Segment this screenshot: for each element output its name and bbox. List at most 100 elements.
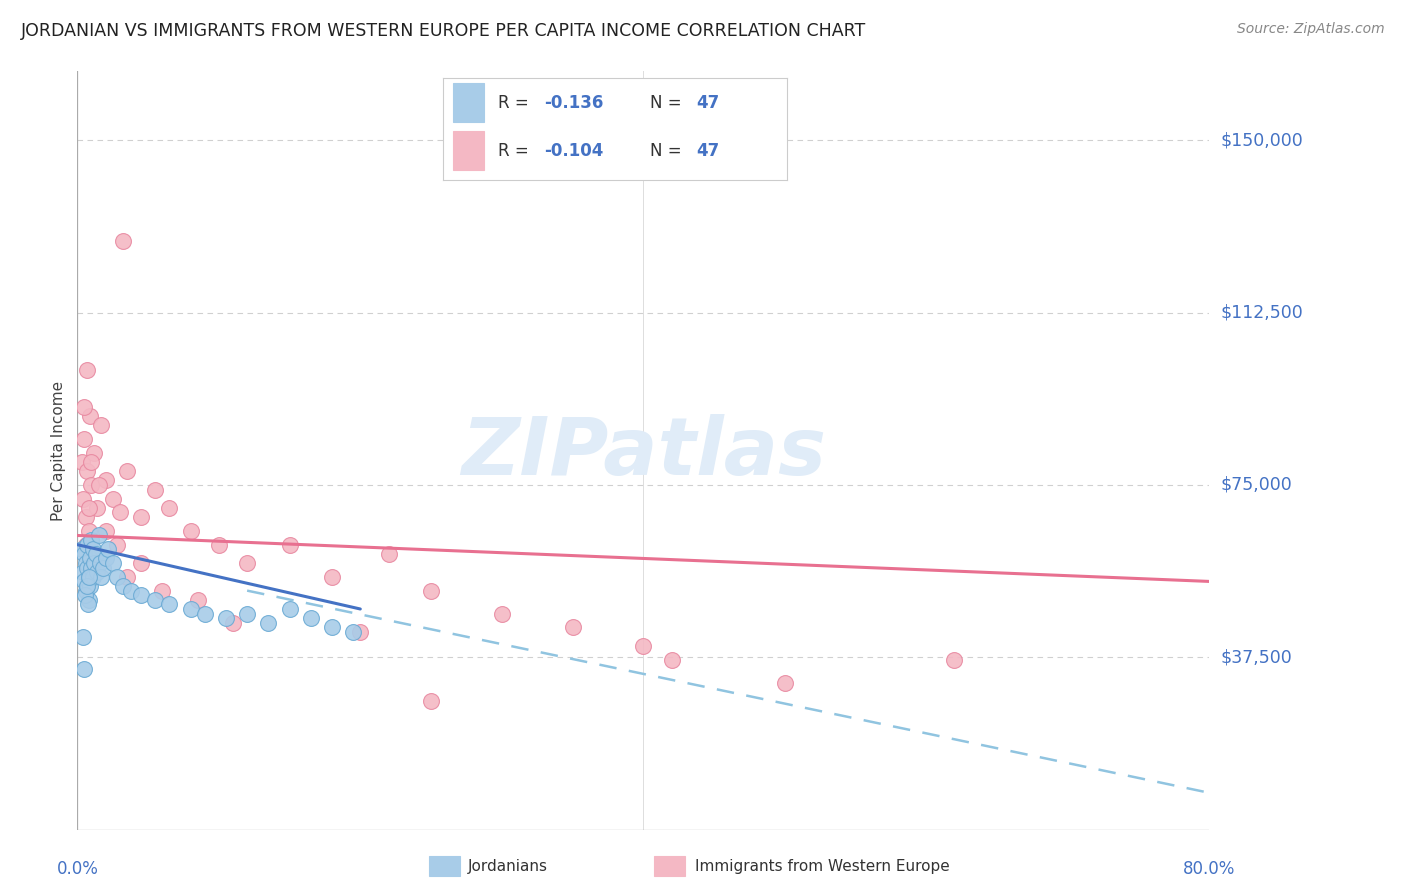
Point (633, 639, 655, 653)
Point (75, 510, 97, 524)
Point (76, 538, 98, 552)
Point (80, 560, 103, 574)
Point (77, 598, 100, 612)
Text: 80.0%: 80.0% (1182, 860, 1236, 878)
Point (73, 574, 96, 589)
Point (257, 615, 280, 630)
Point (75, 538, 97, 552)
Point (180, 524, 202, 538)
Point (129, 510, 152, 524)
Point (80, 533, 103, 547)
Point (377, 547, 399, 561)
Point (342, 624, 364, 639)
Point (73, 662, 96, 676)
Point (76, 560, 98, 574)
Point (84, 547, 107, 561)
Point (101, 556, 124, 570)
Point (420, 694, 443, 708)
Point (79, 579, 101, 593)
Point (73, 400, 96, 414)
Point (70, 455, 93, 469)
Text: $75,000: $75,000 (1220, 476, 1292, 494)
Point (89, 556, 111, 570)
Point (77, 524, 100, 538)
Point (157, 500, 180, 515)
Text: N =: N = (650, 95, 686, 112)
Point (143, 592, 166, 607)
Point (108, 506, 131, 520)
Point (278, 538, 301, 552)
Point (129, 588, 152, 602)
Point (86, 500, 108, 515)
Point (90, 570, 112, 584)
Point (491, 607, 513, 621)
Point (215, 611, 238, 625)
Point (79, 551, 101, 566)
Point (91, 560, 114, 574)
Point (75, 588, 97, 602)
Text: 47: 47 (696, 95, 720, 112)
Point (111, 579, 134, 593)
Point (72, 630, 94, 644)
Point (83, 556, 105, 570)
Point (321, 620, 343, 634)
Point (222, 615, 245, 630)
Point (73, 432, 96, 446)
Point (75, 556, 97, 570)
Text: -0.136: -0.136 (544, 95, 605, 112)
Point (105, 570, 128, 584)
Point (208, 538, 231, 552)
Point (120, 583, 142, 598)
Text: $112,500: $112,500 (1220, 303, 1303, 322)
Point (79, 409, 101, 423)
Point (561, 620, 583, 634)
Point (82, 542, 104, 557)
Point (80, 455, 103, 469)
Text: Jordanians: Jordanians (468, 859, 548, 873)
Point (180, 602, 202, 616)
Point (349, 624, 371, 639)
Text: R =: R = (498, 95, 534, 112)
Text: Source: ZipAtlas.com: Source: ZipAtlas.com (1237, 22, 1385, 37)
Point (79, 570, 101, 584)
Text: Immigrants from Western Europe: Immigrants from Western Europe (695, 859, 949, 873)
Text: R =: R = (498, 143, 534, 161)
Point (87, 528, 110, 542)
Text: N =: N = (650, 143, 686, 161)
Point (236, 607, 259, 621)
Point (86, 566, 108, 580)
Point (94, 524, 117, 538)
Point (83, 446, 105, 460)
Point (70, 542, 93, 557)
Point (87, 478, 110, 492)
Point (77, 570, 100, 584)
Point (299, 611, 322, 625)
Point (105, 538, 128, 552)
Y-axis label: Per Capita Income: Per Capita Income (51, 380, 66, 521)
Point (236, 556, 259, 570)
Point (82, 570, 104, 584)
Point (90, 418, 112, 433)
Text: -0.104: -0.104 (544, 143, 605, 161)
Text: 47: 47 (696, 143, 720, 161)
Point (943, 652, 966, 666)
Text: ZIPatlas: ZIPatlas (461, 414, 825, 491)
Point (77, 500, 100, 515)
Point (77, 592, 100, 607)
Point (115, 464, 138, 478)
Point (194, 607, 217, 621)
Point (76, 464, 98, 478)
Point (321, 570, 343, 584)
Point (76, 363, 98, 377)
Point (72, 491, 94, 506)
Point (157, 598, 180, 612)
Point (278, 602, 301, 616)
Text: 0.0%: 0.0% (56, 860, 98, 878)
Point (150, 583, 173, 598)
Point (661, 652, 683, 666)
Point (72, 566, 94, 580)
Bar (453, 83, 484, 121)
Point (143, 483, 166, 497)
Point (773, 675, 796, 690)
Text: $37,500: $37,500 (1220, 648, 1292, 666)
